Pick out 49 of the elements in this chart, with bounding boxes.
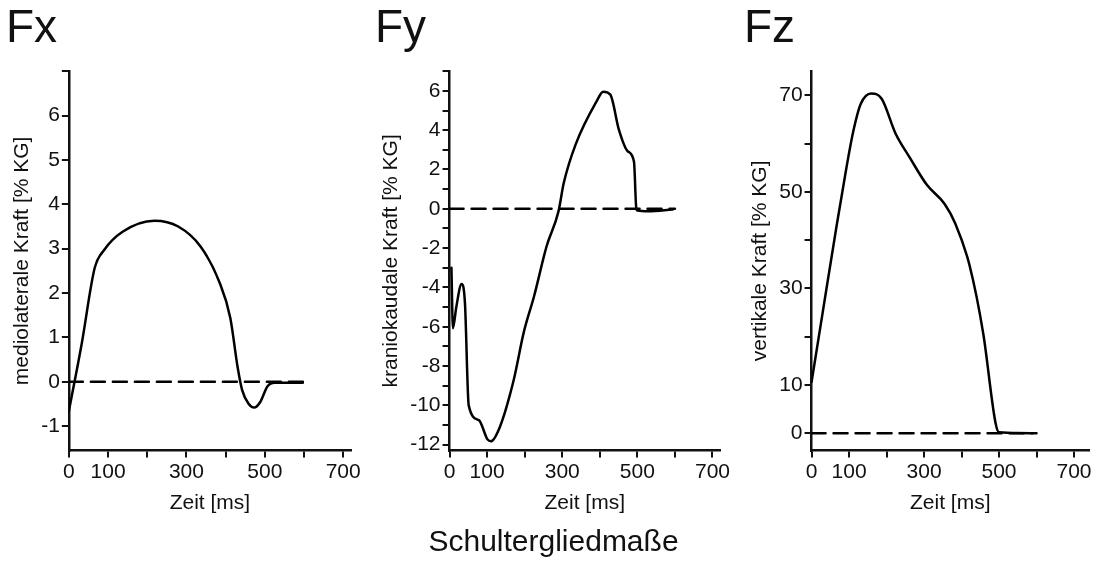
y-tick-label: 10: [779, 371, 803, 395]
x-tick-label: 500: [981, 459, 1017, 482]
y-tick-label: 30: [779, 275, 803, 299]
x-tick-label: 100: [831, 459, 867, 482]
y-tick-label: 4: [428, 116, 441, 140]
y-tick-label: 2: [428, 156, 441, 180]
y-tick-label: -10: [410, 392, 441, 416]
chart-title: Fy: [375, 0, 427, 53]
y-tick-label: 0: [790, 420, 803, 444]
x-tick-label: 700: [325, 459, 361, 482]
chart-title: Fx: [6, 0, 58, 53]
x-tick-label: 700: [1056, 459, 1092, 482]
y-tick-label: 50: [779, 178, 803, 202]
y-tick-label: 6: [428, 77, 441, 101]
x-tick-label: 100: [469, 459, 505, 482]
x-tick-label: 0: [63, 459, 75, 482]
chart-title: Fz: [744, 0, 796, 53]
x-axis-title: Zeit [ms]: [544, 490, 626, 514]
y-tick-label: -4: [421, 274, 441, 298]
x-tick-label: 300: [906, 459, 942, 482]
y-tick-label: 5: [48, 146, 60, 170]
y-tick-label: -2: [421, 234, 441, 258]
y-tick-label: 3: [48, 235, 60, 259]
y-tick-label: -12: [410, 431, 441, 455]
x-axis-title: Zeit [ms]: [910, 490, 991, 514]
y-tick-label: 0: [428, 195, 441, 219]
x-tick-label: 300: [168, 459, 204, 482]
text: Schultergliedmaße: [428, 524, 679, 557]
y-axis-title: vertikale Kraft [% KG]: [747, 160, 771, 362]
x-tick-label: 700: [694, 459, 731, 482]
x-tick-label: 300: [544, 459, 580, 482]
y-tick-label: 0: [48, 368, 60, 392]
y-tick-label: 1: [48, 324, 60, 348]
x-tick-label: 0: [443, 459, 456, 482]
y-tick-label: 70: [779, 82, 803, 106]
y-tick-label: 6: [48, 102, 60, 126]
x-tick-label: 100: [90, 459, 126, 482]
y-tick-label: -1: [41, 412, 60, 436]
y-axis-title: kraniokaudale Kraft [% KG]: [378, 134, 402, 388]
x-axis-title: Zeit [ms]: [169, 490, 251, 514]
y-tick-label: -6: [421, 313, 441, 337]
x-tick-label: 500: [247, 459, 283, 482]
y-tick-label: 2: [48, 279, 60, 303]
y-tick-label: -8: [421, 352, 441, 376]
x-tick-label: 0: [805, 459, 818, 482]
line-series: [811, 92, 1034, 435]
y-tick-label: 4: [48, 191, 61, 215]
x-tick-label: 500: [619, 459, 655, 482]
y-axis-title: mediolaterale Kraft [% KG]: [9, 136, 33, 386]
